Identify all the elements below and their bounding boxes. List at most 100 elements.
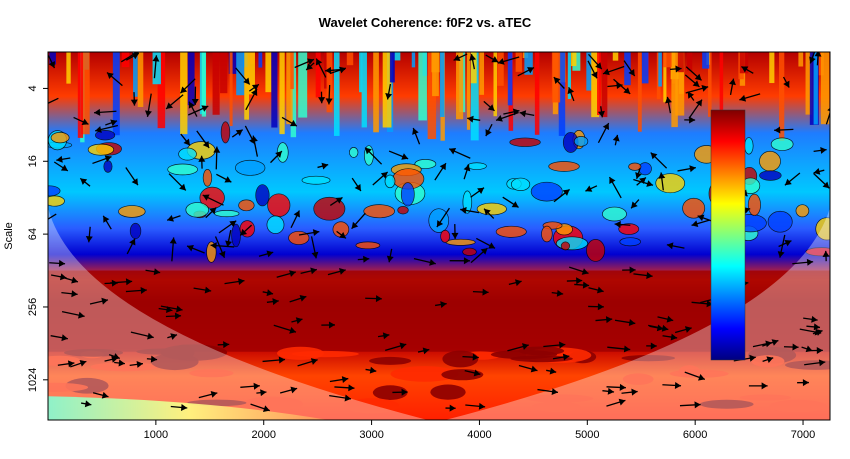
phase-arrow-head xyxy=(80,178,88,185)
phase-arrow xyxy=(684,74,700,88)
phase-arrow xyxy=(294,58,315,69)
phase-arrow-head xyxy=(692,80,700,87)
phase-arrow xyxy=(213,146,221,170)
phase-arrow xyxy=(648,324,669,332)
phase-arrow xyxy=(483,208,495,219)
phase-arrow-head xyxy=(585,185,593,192)
phase-arrow xyxy=(434,162,447,181)
phase-arrow xyxy=(588,53,603,70)
phase-arrow-head xyxy=(607,387,615,395)
phase-arrow-head xyxy=(596,286,604,294)
phase-arrow xyxy=(633,272,653,279)
phase-arrow xyxy=(106,72,123,87)
phase-arrow xyxy=(262,356,286,364)
phase-arrow xyxy=(187,105,209,116)
phase-arrow xyxy=(597,106,605,118)
phase-arrow xyxy=(777,234,786,258)
phase-arrow-head xyxy=(784,178,792,186)
phase-arrow-head xyxy=(689,165,696,173)
phase-arrow-head xyxy=(609,177,616,184)
phase-arrow-head xyxy=(325,66,332,74)
phase-arrow xyxy=(814,52,822,66)
phase-arrow-head xyxy=(689,116,696,124)
phase-arrow xyxy=(160,305,183,313)
phase-arrow-head xyxy=(312,229,320,237)
phase-arrow xyxy=(803,315,818,323)
phase-arrow-head xyxy=(60,164,68,171)
phase-arrow xyxy=(465,402,486,410)
coherence-patch xyxy=(301,175,331,185)
phase-arrow xyxy=(503,108,520,116)
phase-arrow-head xyxy=(253,382,260,390)
phase-arrow-head xyxy=(449,404,456,412)
phase-arrow-head xyxy=(289,120,297,127)
plot-frame xyxy=(47,51,831,421)
phase-arrow xyxy=(622,266,636,274)
phase-arrow xyxy=(291,317,303,325)
phase-arrow xyxy=(198,155,206,169)
coherence-streak xyxy=(687,52,693,71)
coherence-streak xyxy=(286,52,293,125)
coherence-patch xyxy=(510,177,531,191)
phase-arrow-head xyxy=(497,58,505,65)
phase-arrow xyxy=(613,78,631,95)
phase-arrow xyxy=(165,312,182,320)
phase-arrow xyxy=(317,162,329,170)
coherence-streak xyxy=(432,52,439,97)
coherence-streak xyxy=(558,52,566,136)
phase-arrow-head xyxy=(289,270,296,277)
phase-arrow-head xyxy=(582,281,590,289)
phase-arrow-head xyxy=(401,153,409,160)
phase-arrow-head xyxy=(84,400,92,408)
phase-arrow xyxy=(53,161,69,172)
phase-arrow xyxy=(218,220,237,234)
phase-arrow xyxy=(298,229,320,237)
phase-arrow-head xyxy=(179,183,186,191)
coherence-streak xyxy=(212,52,220,115)
phase-arrow-head xyxy=(472,353,479,361)
phase-arrow-head xyxy=(597,110,605,118)
phase-arrow-head xyxy=(480,248,488,255)
phase-arrow-head xyxy=(289,327,296,334)
phase-arrow xyxy=(193,286,212,294)
phase-arrow-head xyxy=(191,98,199,106)
phase-arrow-head xyxy=(110,119,118,127)
phase-arrow-head xyxy=(491,56,499,63)
coherence-streak xyxy=(493,52,498,117)
phase-arrow-head xyxy=(310,267,317,275)
phase-arrow xyxy=(646,342,657,350)
phase-arrow-head xyxy=(39,101,47,110)
phase-arrow xyxy=(658,172,666,191)
phase-arrow-head xyxy=(56,155,63,163)
phase-arrow-head xyxy=(38,218,47,227)
phase-arrow-head xyxy=(567,87,575,95)
phase-arrow-head xyxy=(761,382,768,390)
phase-arrow xyxy=(825,105,830,125)
coherence-patch xyxy=(509,137,541,147)
phase-arrow xyxy=(553,188,570,203)
phase-arrow-head xyxy=(556,289,564,297)
phase-arrow xyxy=(607,345,631,353)
phase-arrow-head xyxy=(618,398,626,406)
phase-arrow-head xyxy=(85,235,93,243)
phase-arrow xyxy=(125,167,139,186)
phase-arrow xyxy=(662,381,682,389)
phase-arrow xyxy=(329,376,349,383)
phase-arrow-head xyxy=(210,242,217,250)
phase-arrow-head xyxy=(328,321,335,329)
phase-arrow-head xyxy=(469,54,477,61)
phase-arrow xyxy=(318,91,326,104)
phase-arrow-head xyxy=(809,56,816,64)
phase-arrow-head xyxy=(661,324,669,332)
phase-arrow xyxy=(804,359,826,367)
coherence-streak xyxy=(597,52,601,116)
phase-arrow xyxy=(105,119,118,127)
phase-arrow xyxy=(543,341,566,349)
phase-arrow xyxy=(574,281,590,289)
phase-arrow-head xyxy=(698,374,705,381)
coherence-streak xyxy=(271,52,278,128)
phase-arrow xyxy=(621,388,638,396)
coherence-streak xyxy=(265,52,272,93)
phase-arrow-head xyxy=(118,359,125,367)
